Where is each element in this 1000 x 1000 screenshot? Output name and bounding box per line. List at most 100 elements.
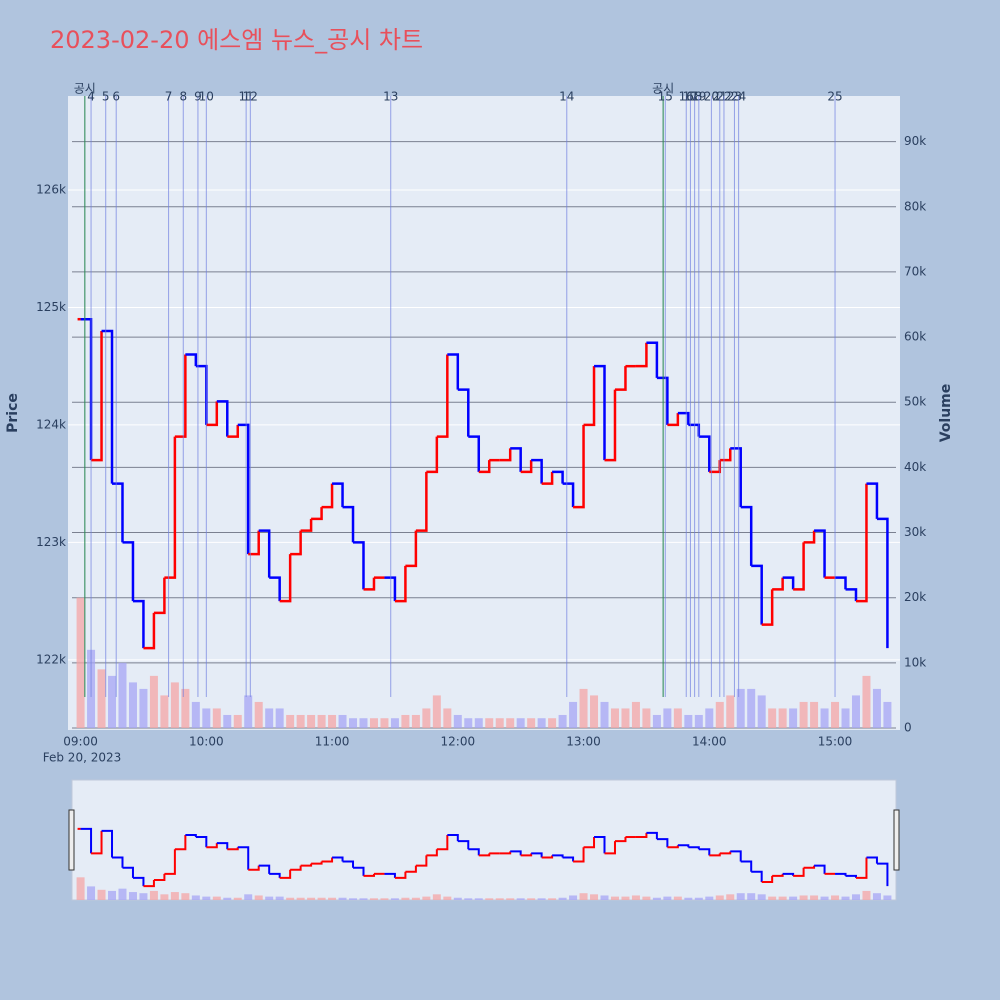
- price-step: [279, 554, 292, 603]
- volume-bar: [862, 675, 871, 728]
- mini-volume-bar: [663, 896, 672, 900]
- volume-bar: [432, 695, 441, 728]
- volume-bar: [191, 701, 200, 728]
- mini-price-step: [426, 849, 438, 857]
- volume-bar: [76, 597, 85, 728]
- x-tick-label: 13:00: [566, 735, 601, 749]
- mini-volume-bar: [432, 894, 441, 900]
- mini-price-step: [174, 834, 187, 851]
- y2-tick-label: 0: [904, 721, 912, 735]
- mini-price-step: [468, 848, 480, 856]
- price-step: [793, 542, 805, 591]
- mini-price-step: [153, 873, 166, 881]
- price-step: [499, 448, 512, 462]
- volume-bar: [590, 695, 599, 728]
- volume-bar: [757, 695, 766, 728]
- price-step: [237, 423, 250, 555]
- volume-bar: [223, 714, 232, 728]
- mini-volume-bar: [76, 877, 85, 900]
- price-step: [426, 436, 439, 474]
- price-step: [447, 353, 460, 390]
- price-step: [573, 424, 585, 509]
- volume-bar: [548, 718, 557, 728]
- mini-volume-bar: [411, 897, 420, 900]
- mini-volume-bar: [747, 893, 756, 900]
- mini-volume-bar: [390, 898, 399, 900]
- mini-price-step: [353, 866, 365, 876]
- volume-bar: [631, 701, 640, 728]
- volume-bar: [453, 714, 462, 728]
- volume-bar: [202, 708, 211, 728]
- price-step: [635, 342, 648, 368]
- volume-bar: [726, 695, 735, 728]
- mini-price-step: [447, 833, 459, 842]
- mini-volume-bar: [883, 895, 892, 900]
- mini-volume-bar: [600, 895, 609, 900]
- mini-volume-bar: [160, 894, 169, 900]
- mini-volume-bar: [286, 897, 295, 900]
- mini-price-step: [604, 841, 616, 855]
- volume-bar: [118, 662, 127, 728]
- y2-tick-label: 30k: [904, 525, 926, 539]
- mini-volume-bar: [223, 897, 232, 900]
- mini-price-step: [112, 856, 124, 868]
- y-tick-label: 125k: [36, 300, 66, 314]
- volume-bar: [516, 718, 525, 728]
- price-step: [101, 329, 114, 484]
- event-label: 25: [827, 90, 842, 104]
- volume-bar: [160, 695, 169, 728]
- price-step: [876, 517, 889, 649]
- mini-volume-bar: [548, 898, 557, 900]
- event-label: 12: [243, 90, 258, 104]
- volume-bar: [307, 714, 316, 728]
- volume-bar: [244, 695, 253, 728]
- price-step: [667, 413, 680, 427]
- mini-volume-bar: [181, 893, 190, 900]
- mini-volume-bar: [202, 896, 211, 900]
- mini-price-step: [227, 847, 239, 851]
- volume-bar: [851, 695, 860, 728]
- volume-bar: [872, 688, 881, 728]
- price-step: [740, 505, 753, 566]
- volume-bar: [286, 714, 295, 728]
- mini-price-step: [814, 864, 826, 874]
- price-step: [394, 565, 407, 603]
- range-slider[interactable]: [71, 779, 897, 901]
- event-label: 8: [179, 90, 187, 104]
- price-step: [814, 529, 826, 578]
- price-step: [363, 577, 376, 591]
- mini-price-step: [698, 848, 711, 856]
- price-step: [122, 541, 135, 602]
- volume-bar: [170, 682, 179, 728]
- mini-price-step: [761, 875, 774, 884]
- range-handle[interactable]: [68, 809, 75, 871]
- mini-price-step: [164, 849, 176, 875]
- mini-volume-bar: [851, 894, 860, 900]
- volume-bar: [747, 688, 756, 728]
- mini-volume-bar: [872, 893, 881, 900]
- price-step: [614, 366, 627, 391]
- price-step: [384, 576, 397, 602]
- volume-bar: [610, 708, 619, 728]
- mini-price-step: [132, 876, 145, 887]
- price-step: [405, 530, 418, 568]
- price-step: [562, 482, 575, 508]
- event-label: 4: [87, 90, 95, 104]
- mini-price-step: [751, 870, 763, 883]
- y-axis-title: Price: [5, 393, 21, 433]
- volume-bar: [799, 701, 808, 728]
- volume-bar: [296, 714, 305, 728]
- mini-volume-bar: [212, 896, 221, 900]
- mini-price-step: [415, 855, 428, 867]
- range-handle[interactable]: [893, 809, 900, 871]
- mini-volume-bar: [726, 894, 735, 900]
- price-step: [332, 482, 344, 508]
- mini-volume-bar: [558, 897, 567, 900]
- volume-bar: [789, 708, 798, 728]
- mini-volume-bar: [610, 896, 619, 900]
- price-step: [845, 588, 858, 602]
- volume-bar: [600, 701, 609, 728]
- mini-volume-bar: [516, 898, 525, 900]
- mini-volume-bar: [380, 898, 389, 900]
- mini-price-step: [499, 851, 512, 855]
